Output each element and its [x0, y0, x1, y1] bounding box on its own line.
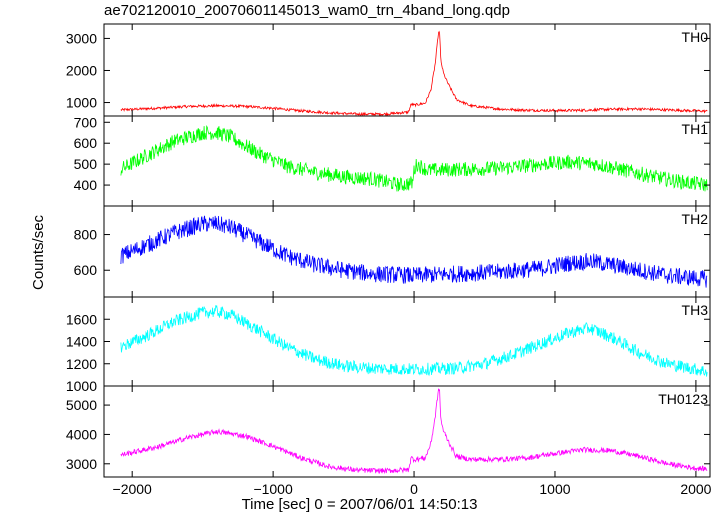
- y-tick-label-th1: 700: [74, 114, 98, 130]
- y-tick-label-th0123: 3000: [66, 456, 97, 472]
- x-tick-label: −2000: [113, 481, 153, 497]
- panel-label-th2: TH2: [682, 211, 709, 227]
- y-tick-label-th3: 1200: [66, 356, 97, 372]
- panel-frame-th1: [103, 115, 711, 207]
- x-axis-label: Time [sec] 0 = 2007/06/01 14:50:13: [241, 496, 478, 513]
- panel-frame-th0: [103, 23, 711, 117]
- panel-frame-th0123: [103, 385, 711, 478]
- y-tick-label-th3: 1000: [66, 378, 97, 394]
- y-tick-label-th1: 600: [74, 135, 98, 151]
- panel-label-th1: TH1: [682, 121, 709, 137]
- y-tick-label-th3: 1400: [66, 334, 97, 350]
- x-tick-label: 0: [410, 481, 418, 497]
- panel-frame-th2: [103, 205, 711, 298]
- x-tick-label: 1000: [539, 481, 570, 497]
- y-tick-label-th0: 3000: [66, 30, 97, 46]
- y-tick-label-th2: 800: [74, 227, 98, 243]
- series-line-th3: [120, 304, 708, 377]
- panel-label-th0123: TH0123: [658, 391, 708, 407]
- x-tick-label: 2000: [680, 481, 711, 497]
- series-line-th2: [120, 215, 708, 288]
- series-line-th1: [120, 124, 708, 192]
- y-tick-label-th0123: 4000: [66, 426, 97, 442]
- y-tick-label-th0123: 5000: [66, 397, 97, 413]
- panel-label-th0: TH0: [682, 29, 709, 45]
- y-tick-label-th0: 2000: [66, 62, 97, 78]
- y-tick-label-th0: 1000: [66, 95, 97, 111]
- y-tick-label-th3: 1600: [66, 311, 97, 327]
- series-line-th0: [120, 30, 708, 117]
- y-tick-label-th1: 400: [74, 177, 98, 193]
- series-line-th0123: [120, 388, 708, 475]
- y-tick-label-th1: 500: [74, 156, 98, 172]
- panel-label-th3: TH3: [682, 302, 709, 318]
- y-tick-label-th2: 600: [74, 262, 98, 278]
- x-tick-label: −1000: [253, 481, 293, 497]
- chart-title: ae702120010_20070601145013_wam0_trn_4ban…: [104, 2, 510, 19]
